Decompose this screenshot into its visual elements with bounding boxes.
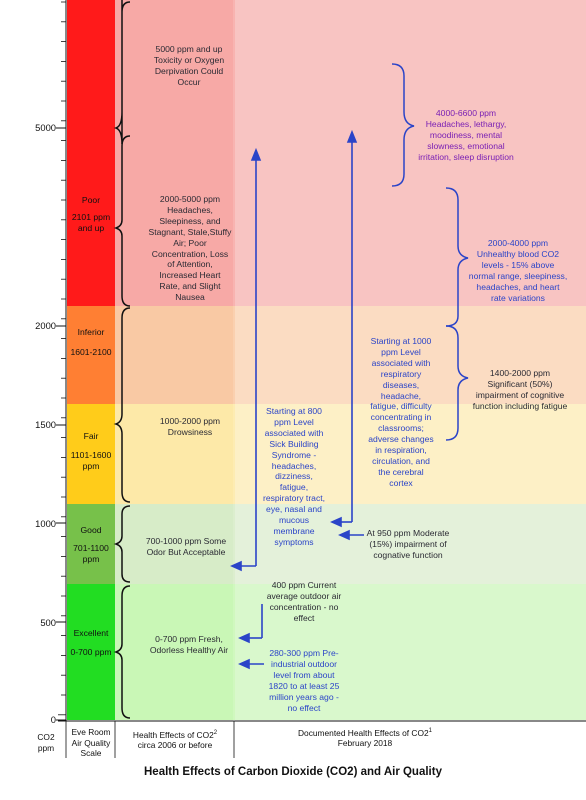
band-label-good: Good 701-1100 ppm: [73, 525, 109, 564]
minor-ticks: [56, 1, 66, 721]
arrow-280: [238, 658, 264, 670]
bg-good-band: [67, 504, 586, 584]
bg-fair-band: [67, 404, 586, 504]
scale-poor: [67, 0, 115, 306]
effect-good: 700-1000 ppm Some Odor But Acceptable: [145, 536, 227, 557]
scale-excellent: [67, 584, 115, 720]
bg-inferior-band: [67, 306, 586, 404]
arrow-800: [230, 147, 262, 572]
effect-4000-6600: 4000-6600 ppm Headaches, lethargy, moodi…: [418, 108, 514, 162]
tick-label-1000: 1000: [35, 518, 56, 529]
effect-280: 280-300 ppm Pre-industrial outdoor level…: [268, 648, 340, 713]
band-label-inferior: Inferior 1601-2100: [70, 327, 112, 357]
arrow-1000: [330, 129, 358, 528]
effect-excellent: 0-700 ppm Fresh, Odorless Healthy Air: [149, 634, 229, 655]
col2-footer-label: Health Effects of CO22 circa 2006 or bef…: [132, 729, 218, 751]
scale-good: [67, 504, 115, 584]
bracket-toxic: [113, 0, 131, 145]
tick-label-1500: 1500: [35, 419, 56, 430]
bracket-2000-4000: [445, 187, 469, 327]
effect-400: 400 ppm Current average outdoor air conc…: [266, 580, 342, 623]
scale-footer-label: Eve Room Air Quality Scale: [71, 727, 111, 758]
band-label-poor: Poor 2101 ppm and up: [71, 195, 111, 233]
arrow-400: [238, 604, 263, 644]
scale-fair: [67, 404, 115, 504]
bracket-excellent: [113, 585, 131, 719]
effect-toxic: 5000 ppm and up Toxicity or Oxygen Derpi…: [153, 44, 225, 87]
effect-950: At 950 ppm Moderate (15%) impairment of …: [366, 528, 450, 560]
tick-label-2000: 2000: [35, 320, 56, 331]
bracket-poor: [113, 135, 131, 307]
bg-excellent-band: [67, 584, 586, 720]
bracket-good: [113, 505, 131, 583]
effect-fair: 1000-2000 ppm Drowsiness: [159, 416, 221, 437]
effect-800: Starting at 800 ppm Level associated wit…: [262, 406, 326, 547]
tick-label-0: 0: [50, 714, 56, 725]
bg-poor-band: [67, 0, 586, 306]
col3-footer-label: Documented Health Effects of CO21 Februa…: [298, 727, 432, 749]
effect-1400-2000: 1400-2000 ppm Significant (50%) impairme…: [472, 368, 568, 411]
effect-1000: Starting at 1000 ppm Level associated wi…: [368, 336, 434, 488]
band-label-fair: Fair 1101-1600 ppm: [70, 431, 112, 471]
bracket-inferior-fair: [113, 307, 131, 503]
tick-label-5000: 5000: [35, 122, 56, 133]
diagram-title: Health Effects of Carbon Dioxide (CO2) a…: [144, 766, 442, 778]
bracket-4000-6600: [391, 63, 415, 187]
effect-poor: 2000-5000 ppm Headaches, Sleepiness, and…: [148, 194, 232, 303]
arrow-950: [338, 529, 364, 541]
scale-inferior: [67, 306, 115, 404]
effect-2000-4000: 2000-4000 ppm Unhealthy blood CO2 levels…: [468, 238, 568, 303]
axis-unit-label: CO2 ppm: [37, 732, 55, 753]
band-label-excellent: Excellent 0-700 ppm: [70, 628, 112, 657]
bracket-1400-2000: [445, 325, 469, 441]
tick-label-500: 500: [40, 617, 56, 628]
